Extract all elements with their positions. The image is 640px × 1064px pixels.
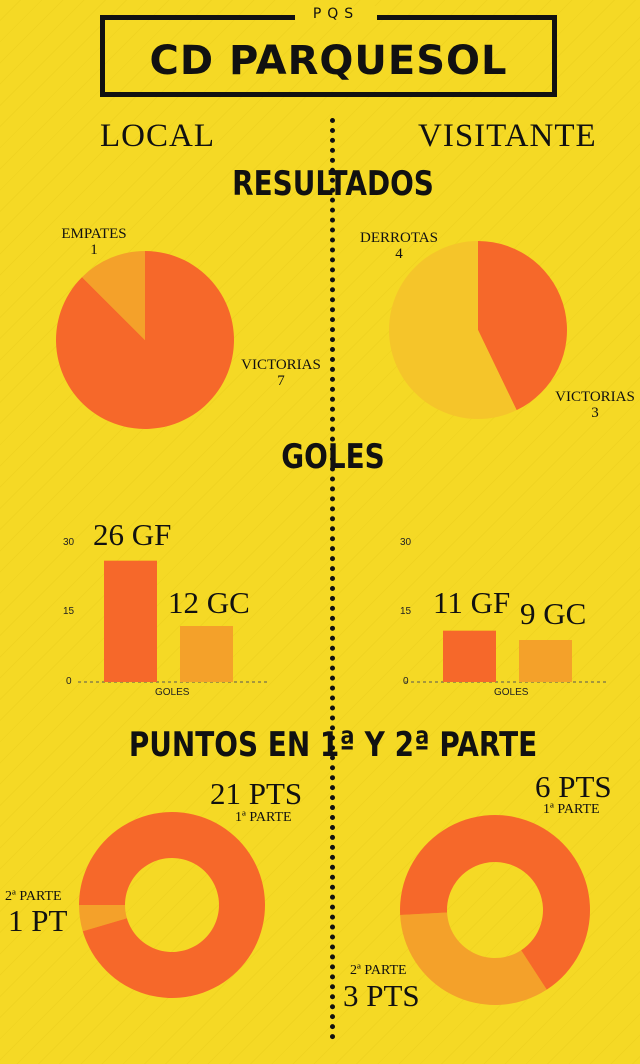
ytick-local-30: 30 [63, 537, 75, 548]
section-puntos: PUNTOS EN 1ª Y 2ª PARTE [128, 725, 538, 765]
column-visitante: VISITANTE [418, 118, 597, 154]
label-visitante-1a: 1ª PARTE [543, 802, 600, 817]
label-visitante-1a-pts: 6 PTS [535, 769, 612, 804]
local-puntos-slice-1-parte [79, 812, 265, 998]
label-victorias-local: VICTORIAS 7 [241, 357, 321, 389]
local-resultados-slice-victorias [56, 251, 235, 429]
visitante-goles-bar-gc [519, 640, 572, 682]
label-local-gc: 12 GC [168, 585, 250, 620]
label-local-2a: 2ª PARTE [5, 889, 62, 904]
label-victorias-visitante: VICTORIAS 3 [555, 389, 635, 421]
local-resultados-slice-empates [82, 251, 145, 340]
label-local-1a-pts: 21 PTS [210, 776, 303, 811]
ytick-local-0: 0 [66, 676, 72, 687]
label-local-gf: 26 GF [93, 517, 172, 552]
ytick-local-15: 15 [63, 606, 75, 617]
label-local-2a-pts: 1 PT [8, 903, 68, 938]
visitante-goles-bar-gf [443, 630, 496, 682]
ytick-visitante-0: 0 [403, 676, 409, 687]
visitante-resultados-slice-victorias [478, 241, 567, 411]
label-derrotas: DERROTAS 4 [360, 230, 438, 262]
dotted-divider [330, 118, 335, 1040]
visitante-resultados-slice-derrotas [388, 241, 517, 419]
label-visitante-2a-pts: 3 PTS [343, 978, 420, 1013]
club-tag: PQS [295, 6, 377, 22]
label-visitante-gf: 11 GF [433, 585, 511, 620]
label-visitante-2a: 2ª PARTE [350, 963, 407, 978]
visitante-puntos-slice-1-parte [400, 815, 590, 990]
xlabel-local: GOLES [155, 687, 190, 698]
label-empates: EMPATES 1 [61, 226, 127, 258]
label-visitante-gc: 9 GC [520, 596, 587, 631]
section-goles: GOLES [281, 437, 385, 477]
xlabel-visitante: GOLES [494, 687, 529, 698]
column-local: LOCAL [100, 118, 215, 154]
ytick-visitante-30: 30 [400, 537, 412, 548]
local-puntos-slice-2-parte [79, 905, 127, 932]
visitante-puntos-slice-2-parte [400, 912, 547, 1005]
local-goles-bar-gc [180, 626, 233, 682]
page-title: CD PARQUESOL [149, 38, 508, 84]
local-goles-bar-gf [104, 560, 157, 682]
label-local-1a: 1ª PARTE [235, 810, 292, 825]
ytick-visitante-15: 15 [400, 606, 412, 617]
section-resultados: RESULTADOS [232, 164, 434, 204]
